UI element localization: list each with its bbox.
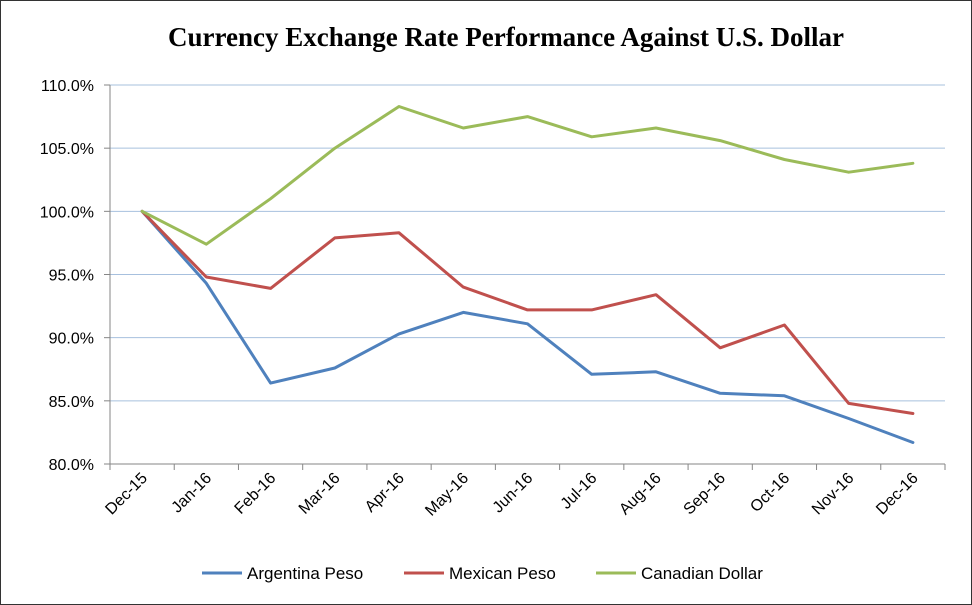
x-tick-label: Nov-16 (809, 470, 858, 519)
chart-title: Currency Exchange Rate Performance Again… (168, 22, 844, 52)
x-tick-label: Jun-16 (490, 470, 537, 517)
x-tick-label: May-16 (422, 470, 472, 520)
x-tick-label: Feb-16 (232, 470, 280, 518)
legend-label-canadian-dollar: Canadian Dollar (641, 564, 763, 583)
x-tick-label: Oct-16 (747, 470, 793, 516)
y-tick-label: 110.0% (41, 78, 94, 95)
x-tick-label: Sep-16 (681, 470, 730, 519)
series-line-argentina-peso (140, 209, 915, 444)
x-tick-label: Apr-16 (362, 470, 408, 516)
series-line-canadian-dollar (140, 105, 915, 246)
x-tick-label: Dec-15 (102, 470, 151, 519)
legend-label-argentina-peso: Argentina Peso (247, 564, 363, 583)
legend: Argentina Peso Mexican Peso Canadian Dolla… (202, 564, 763, 583)
series-line-mexican-peso (140, 209, 915, 415)
series-lines (140, 105, 915, 444)
y-tick-label: 80.0% (49, 457, 94, 474)
y-axis-ticks: 80.0% 85.0% 90.0% 95.0% 100.0% 105.0% 110.0% (40, 78, 110, 474)
y-tick-label: 85.0% (49, 394, 94, 411)
y-tick-label: 90.0% (49, 331, 94, 348)
y-tick-label: 105.0% (40, 141, 94, 158)
y-tick-label: 95.0% (49, 268, 94, 285)
x-axis-ticks: Dec-15 Jan-16 Feb-16 Mar-16 Apr-16 May-16 Jun-… (102, 464, 946, 520)
x-tick-label: Jan-16 (169, 470, 216, 517)
y-tick-label: 100.0% (40, 204, 94, 221)
x-tick-label: Dec-16 (873, 470, 922, 519)
legend-label-mexican-peso: Mexican Peso (449, 564, 556, 583)
gridlines (110, 84, 945, 402)
x-tick-label: Aug-16 (616, 470, 665, 519)
x-tick-label: Jul-16 (558, 470, 601, 513)
x-tick-label: Mar-16 (296, 470, 344, 518)
